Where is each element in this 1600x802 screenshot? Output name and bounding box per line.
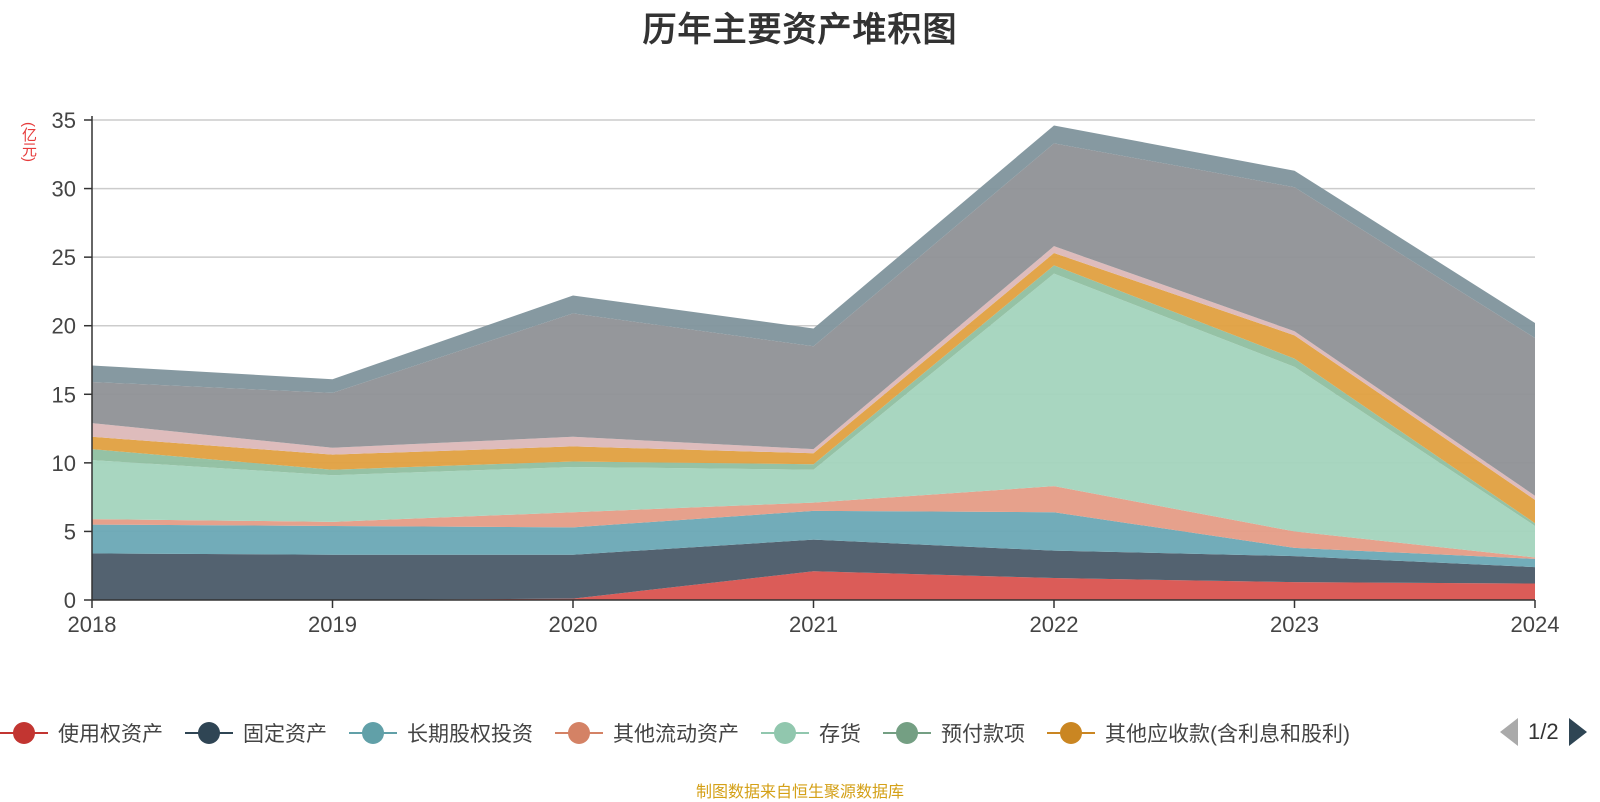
legend-label: 使用权资产 (58, 723, 163, 746)
x-tick-label: 2021 (789, 612, 838, 637)
legend-item[interactable]: 固定资产 (185, 718, 327, 748)
legend-marker-icon (555, 721, 603, 745)
legend-pager: 1/2 (1500, 718, 1587, 746)
legend-marker-icon (1047, 721, 1095, 745)
next-page-icon[interactable] (1568, 718, 1587, 746)
x-tick-label: 2024 (1511, 612, 1560, 637)
x-tick-label: 2022 (1030, 612, 1079, 637)
area-series (92, 125, 1535, 600)
y-tick-label: 20 (52, 314, 76, 339)
legend-page-indicator: 1/2 (1528, 719, 1559, 744)
legend-label: 长期股权投资 (407, 723, 533, 746)
y-axis-unit: (亿元) (20, 122, 37, 162)
y-tick-label: 35 (52, 108, 76, 133)
axes: 0 5 10 15 20 25 30 35 2018 2019 2020 2021 2022 2023 20… (52, 108, 1560, 637)
legend-label: 预付款项 (941, 723, 1025, 746)
legend-marker-icon (0, 721, 48, 745)
legend-marker-icon (883, 721, 931, 745)
legend-label: 其他流动资产 (613, 723, 739, 746)
area-使用权资产 (92, 571, 1535, 600)
y-tick-label: 10 (52, 451, 76, 476)
legend-item[interactable]: 预付款项 (883, 718, 1025, 748)
legend-item[interactable]: 其他应收款(含利息和股利) (1047, 718, 1350, 748)
area-其他应收款(含利息和股利) (92, 253, 1535, 524)
area-长期股权投资 (92, 510, 1535, 568)
data-source: 制图数据来自恒生聚源数据库 (695, 784, 904, 801)
legend-marker-icon (349, 721, 397, 745)
chart-title: 历年主要资产堆积图 (642, 11, 958, 49)
legend-item[interactable]: 存货 (761, 718, 861, 748)
x-tick-label: 2020 (549, 612, 598, 637)
legend-item[interactable]: 使用权资产 (0, 718, 163, 748)
area-其他2 (92, 143, 1535, 496)
x-tick-label: 2018 (68, 612, 117, 637)
y-tick-label: 15 (52, 382, 76, 407)
legend-label: 固定资产 (243, 723, 327, 746)
legend-marker-icon (761, 721, 809, 745)
area-存货 (92, 273, 1535, 558)
area-其他3 (92, 125, 1535, 393)
legend-marker-icon (185, 721, 233, 745)
prev-page-icon[interactable] (1500, 718, 1518, 746)
legend-label: 其他应收款(含利息和股利) (1105, 723, 1350, 746)
x-tick-label: 2019 (308, 612, 357, 637)
legend: 使用权资产 固定资产 长期股权投资 其他流动资产 存货 预付款项 其他应收款(含利息和股利) (0, 718, 1372, 748)
area-其他流动资产 (92, 486, 1535, 559)
legend-item[interactable]: 长期股权投资 (349, 718, 533, 748)
legend-item[interactable]: 其他流动资产 (555, 718, 739, 748)
legend-label: 存货 (819, 723, 861, 746)
y-tick-label: 5 (64, 519, 76, 544)
y-tick-label: 25 (52, 245, 76, 270)
y-tick-label: 0 (64, 588, 76, 613)
x-tick-label: 2023 (1270, 612, 1319, 637)
y-tick-label: 30 (52, 177, 76, 202)
